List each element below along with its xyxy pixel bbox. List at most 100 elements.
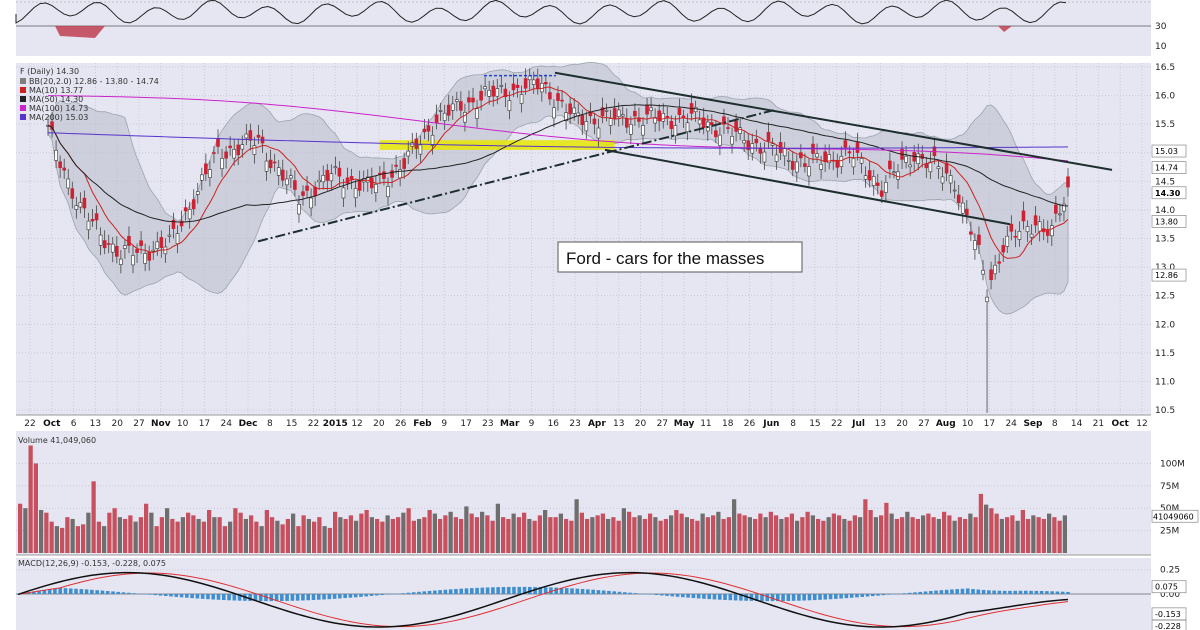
time-tick-label: 20 bbox=[111, 419, 123, 429]
volume-bar bbox=[86, 512, 91, 553]
time-tick-label: Dec bbox=[239, 419, 258, 429]
candle-body bbox=[301, 191, 305, 196]
volume-bar bbox=[915, 518, 920, 553]
macd-histogram-bar bbox=[617, 591, 622, 594]
volume-bar bbox=[663, 518, 668, 553]
candle-body bbox=[855, 142, 860, 153]
macd-histogram-bar bbox=[691, 594, 696, 599]
macd-tag-box bbox=[1151, 619, 1187, 630]
volume-bar bbox=[994, 513, 999, 553]
volume-bar bbox=[259, 526, 264, 553]
volume-bar bbox=[742, 515, 747, 553]
volume-bar bbox=[23, 508, 28, 553]
macd-histogram-bar bbox=[332, 594, 337, 599]
channel-upper-line bbox=[554, 71, 1113, 171]
candle-body bbox=[714, 130, 718, 138]
legend-swatch bbox=[20, 105, 26, 111]
volume-bar bbox=[627, 511, 632, 553]
macd-histogram-bar bbox=[559, 587, 564, 594]
volume-bar bbox=[816, 518, 821, 553]
candle-body bbox=[948, 175, 953, 184]
volume-bar bbox=[186, 512, 191, 553]
volume-bar bbox=[852, 515, 857, 553]
macd-histogram-bar bbox=[807, 594, 812, 601]
macd-histogram-bar bbox=[607, 590, 611, 594]
volume-bar bbox=[396, 517, 401, 553]
time-tick-label: 10 bbox=[177, 419, 189, 429]
candle-body bbox=[272, 161, 277, 164]
candle-body bbox=[859, 158, 864, 164]
candle-body bbox=[418, 144, 423, 155]
candle-body bbox=[629, 124, 633, 135]
volume-bar bbox=[537, 515, 542, 553]
macd-histogram-bar bbox=[169, 594, 173, 597]
candle-body bbox=[940, 176, 945, 184]
volume-bar bbox=[936, 518, 941, 553]
candle-body bbox=[847, 151, 852, 154]
candle-body bbox=[896, 171, 900, 180]
volume-bar bbox=[317, 517, 322, 553]
volume-bar bbox=[238, 512, 243, 553]
time-tick-label: 10 bbox=[962, 419, 974, 429]
macd-histogram-bar bbox=[907, 592, 912, 594]
candle-body bbox=[159, 237, 164, 248]
macd-histogram-bar bbox=[142, 594, 147, 595]
volume-bar bbox=[600, 513, 605, 553]
macd-histogram-bar bbox=[839, 594, 843, 599]
volume-bar bbox=[306, 518, 311, 553]
candle-body bbox=[544, 82, 548, 85]
candle-body bbox=[616, 109, 621, 118]
volume-bar bbox=[280, 524, 285, 553]
volume-bar bbox=[18, 503, 23, 553]
candle-body bbox=[200, 174, 204, 181]
macd-histogram-bar bbox=[95, 590, 99, 594]
candle-body bbox=[952, 189, 957, 192]
time-tick-label: 14 bbox=[1071, 419, 1083, 429]
candle-body bbox=[135, 248, 139, 253]
candle-body bbox=[1054, 204, 1058, 214]
price-tag-box bbox=[1151, 161, 1187, 174]
candle-body bbox=[479, 90, 483, 101]
candle-body bbox=[1029, 233, 1034, 238]
volume-bar bbox=[165, 508, 170, 553]
macd-histogram-bar bbox=[32, 591, 36, 594]
candle-body bbox=[584, 121, 589, 132]
volume-bar bbox=[254, 521, 259, 553]
volume-bar bbox=[658, 520, 663, 553]
candle-body bbox=[248, 130, 253, 141]
time-tick-label: 21 bbox=[1093, 419, 1104, 429]
volume-bar bbox=[726, 517, 731, 553]
macd-histogram-bar bbox=[137, 593, 142, 595]
macd-histogram-bar bbox=[195, 594, 200, 599]
time-tick-label: 26 bbox=[395, 419, 407, 429]
macd-histogram-bar bbox=[554, 587, 558, 594]
volume-bar bbox=[112, 508, 117, 553]
volume-bar bbox=[768, 511, 773, 553]
macd-histogram-bar bbox=[649, 594, 653, 595]
volume-bar bbox=[695, 520, 700, 553]
candle-body bbox=[997, 261, 1001, 264]
volume-bar bbox=[989, 508, 994, 553]
time-tick-label: 27 bbox=[133, 419, 144, 429]
volume-bar bbox=[595, 515, 600, 553]
time-tick-label: 27 bbox=[657, 419, 668, 429]
volume-bar bbox=[490, 520, 495, 553]
volume-bar bbox=[511, 513, 516, 553]
candle-body bbox=[799, 152, 803, 159]
volume-bar bbox=[217, 517, 222, 553]
macd-histogram-bar bbox=[812, 594, 817, 601]
ma10-line bbox=[47, 86, 1069, 259]
macd-histogram-bar bbox=[981, 589, 986, 594]
ma100-line bbox=[47, 95, 1069, 162]
candle-body bbox=[208, 169, 212, 178]
macd-histogram-bar bbox=[702, 594, 706, 599]
macd-histogram-bar bbox=[929, 591, 933, 594]
candle-body bbox=[916, 153, 921, 164]
macd-histogram-bar bbox=[290, 594, 295, 601]
macd-histogram-bar bbox=[633, 593, 638, 594]
candle-body bbox=[349, 176, 354, 180]
candle-body bbox=[102, 240, 107, 249]
volume-bar bbox=[207, 509, 212, 553]
legend-entry: MA(50) 14.30 bbox=[29, 95, 83, 104]
candle-body bbox=[345, 177, 350, 184]
